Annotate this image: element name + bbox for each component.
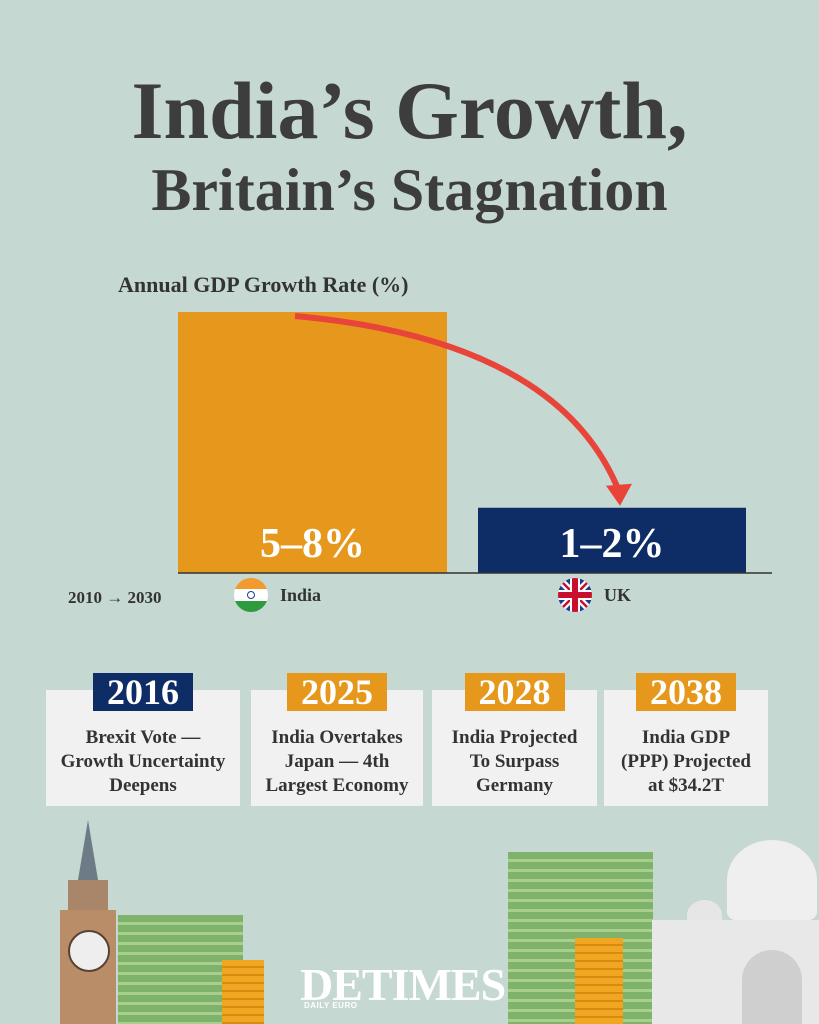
coin-stack-left — [222, 960, 264, 1024]
timeline-text-line: Japan — 4th — [284, 751, 390, 772]
timeline-text: India Projected To Surpass Germany — [432, 726, 597, 798]
timeline-year: 2016 — [93, 673, 193, 711]
chart-title: Annual GDP Growth Rate (%) — [118, 272, 409, 297]
timeline-text: Brexit Vote — Growth Uncertainty Deepens — [46, 726, 240, 798]
timeline-text-line: India Overtakes — [271, 727, 403, 748]
bar-india — [178, 312, 447, 573]
legend-label-uk: UK — [604, 584, 631, 605]
bar-chart: 5–8% 1–2% — [178, 312, 772, 574]
decline-arrow — [294, 313, 623, 495]
title-line-1: India’s Growth, — [131, 65, 688, 156]
timeline-text: India GDP (PPP) Projected at $34.2T — [604, 726, 768, 798]
clock-icon — [68, 930, 110, 972]
timeline-year: 2038 — [636, 673, 736, 711]
legend-india: India — [234, 578, 321, 612]
india-flag-icon — [234, 578, 268, 612]
arrow-head-icon — [606, 483, 632, 506]
data-label: 1–2% — [560, 521, 665, 567]
big-ben-illustration — [58, 820, 118, 1024]
timeline-text-line: To Surpass — [469, 751, 560, 772]
taj-mahal-illustration — [652, 810, 819, 1024]
timeline-text-line: at $34.2T — [648, 775, 724, 796]
timeline-text-line: India GDP — [641, 727, 731, 748]
data-label: 5–8% — [260, 521, 365, 567]
timeline-text-line: Brexit Vote — — [85, 727, 201, 748]
timeline-text-line: (PPP) Projected — [621, 751, 751, 772]
logo: DETIMES DAILY EURO — [300, 959, 506, 1010]
timeline-year: 2025 — [287, 673, 387, 711]
legend-label-india: India — [280, 584, 322, 605]
timeline-text-line: Growth Uncertainty — [60, 751, 226, 772]
timeline-text-line: Deepens — [109, 775, 177, 796]
period-label: 2010 → 2030 — [68, 588, 162, 607]
timeline-year: 2028 — [464, 673, 565, 711]
timeline-text-line: Largest Economy — [265, 775, 409, 796]
coin-stack-right — [575, 938, 623, 1024]
title-line-2: Britain’s Stagnation — [151, 157, 668, 223]
legend-uk: UK — [558, 578, 631, 612]
timeline-text: India Overtakes Japan — 4th Largest Econom… — [251, 726, 423, 798]
uk-flag-icon — [558, 578, 592, 612]
timeline-text-line: India Projected — [451, 727, 578, 748]
bar-uk — [478, 507, 746, 573]
timeline-text-line: Germany — [475, 775, 554, 796]
